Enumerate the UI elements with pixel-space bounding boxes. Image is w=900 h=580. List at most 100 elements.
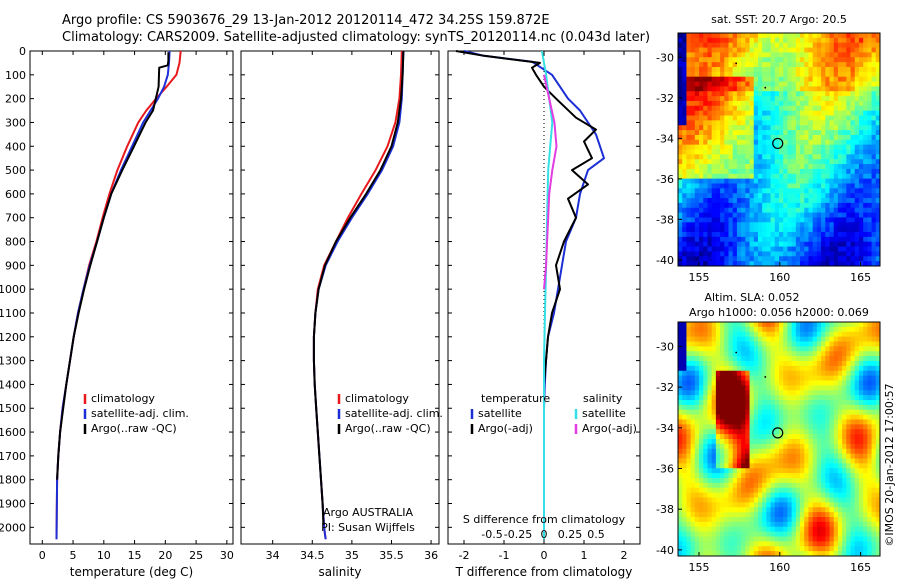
map-cell bbox=[800, 246, 805, 252]
map-cell bbox=[779, 478, 784, 484]
map-cell bbox=[699, 463, 704, 469]
map-cell bbox=[724, 512, 729, 518]
map-cell bbox=[757, 71, 763, 78]
map-cell bbox=[863, 458, 868, 464]
map-cell bbox=[821, 86, 826, 92]
map-cell bbox=[682, 419, 687, 425]
map-cell bbox=[871, 110, 877, 116]
map-cell bbox=[694, 409, 700, 416]
map-cell bbox=[686, 322, 692, 328]
map-cell bbox=[779, 458, 784, 464]
map-cell bbox=[732, 463, 738, 469]
map-cell bbox=[846, 227, 851, 233]
map-cell bbox=[863, 178, 868, 184]
map-cell bbox=[682, 546, 687, 552]
map-cell bbox=[694, 517, 700, 523]
map-cell bbox=[783, 468, 788, 474]
map-cell bbox=[720, 517, 725, 523]
map-cell bbox=[715, 395, 721, 401]
map-cell bbox=[707, 473, 713, 479]
map-cell bbox=[770, 356, 776, 362]
map-cell bbox=[850, 42, 856, 48]
map-cell bbox=[833, 375, 839, 381]
map-cell bbox=[694, 241, 700, 247]
map-cell bbox=[829, 86, 835, 92]
map-cell bbox=[829, 144, 835, 150]
map-cell bbox=[736, 96, 742, 102]
map-cell bbox=[694, 434, 700, 440]
map-cell bbox=[804, 57, 809, 63]
map-cell bbox=[728, 37, 734, 44]
map-cell bbox=[837, 463, 843, 469]
map-cell bbox=[875, 482, 881, 489]
map-cell bbox=[749, 110, 755, 116]
map-cell bbox=[762, 168, 767, 175]
map-cell bbox=[846, 62, 851, 68]
map-cell bbox=[745, 517, 750, 523]
map-cell bbox=[774, 507, 780, 513]
map-cell bbox=[842, 424, 847, 430]
map-cell bbox=[745, 52, 750, 58]
map-cell bbox=[686, 246, 692, 252]
map-cell bbox=[783, 144, 788, 150]
map-cell bbox=[749, 178, 755, 184]
map-cell bbox=[821, 232, 826, 238]
map-cell bbox=[741, 110, 746, 116]
map-cell bbox=[762, 439, 767, 445]
salinity-annotation-1: Argo AUSTRALIA bbox=[323, 506, 413, 519]
map-cell bbox=[837, 198, 843, 204]
map-cell bbox=[766, 115, 771, 121]
map-cell bbox=[741, 100, 746, 107]
map-cell bbox=[808, 120, 814, 126]
map-cell bbox=[694, 443, 700, 450]
map-cell bbox=[863, 222, 868, 228]
map-cell bbox=[753, 517, 759, 523]
map-cell bbox=[741, 193, 746, 199]
map-cell bbox=[703, 434, 708, 440]
map-cell bbox=[745, 473, 750, 479]
x-tick-label: -2 bbox=[459, 549, 470, 562]
map-cell bbox=[682, 458, 687, 464]
map-cell bbox=[715, 198, 721, 204]
map-cell bbox=[850, 365, 856, 372]
map-cell bbox=[762, 130, 767, 136]
map-cell bbox=[732, 241, 738, 247]
map-cell bbox=[875, 178, 881, 184]
map-cell bbox=[871, 536, 877, 542]
map-cell bbox=[791, 71, 797, 78]
map-cell bbox=[686, 502, 692, 508]
map-cell bbox=[821, 487, 826, 494]
map-cell bbox=[749, 159, 755, 165]
map-cell bbox=[711, 409, 717, 416]
map-cell bbox=[699, 159, 704, 165]
map-cell bbox=[728, 76, 734, 82]
map-cell bbox=[787, 473, 793, 479]
map-cell bbox=[720, 139, 725, 146]
map-cell bbox=[682, 507, 687, 513]
map-cell bbox=[703, 86, 708, 92]
map-cell bbox=[816, 331, 822, 338]
map-cell bbox=[711, 139, 717, 146]
map-cell bbox=[829, 81, 835, 87]
map-cell bbox=[854, 139, 860, 146]
map-cell bbox=[720, 261, 725, 267]
map-cell bbox=[703, 502, 708, 508]
map-cell bbox=[825, 261, 830, 267]
map-cell bbox=[699, 256, 704, 262]
map-cell bbox=[808, 217, 814, 223]
map-cell bbox=[858, 144, 864, 150]
map-cell bbox=[875, 361, 881, 367]
map-cell bbox=[842, 356, 847, 362]
map-cell bbox=[741, 326, 746, 333]
map-cell bbox=[736, 439, 742, 445]
map-cell bbox=[749, 251, 755, 257]
map-cell bbox=[766, 536, 771, 542]
map-cell bbox=[711, 256, 717, 262]
map-cell bbox=[800, 241, 805, 247]
map-cell bbox=[871, 62, 877, 68]
map-cell bbox=[787, 482, 793, 489]
map-cell bbox=[728, 212, 734, 218]
map-cell bbox=[690, 105, 696, 112]
map-cell bbox=[858, 212, 864, 218]
map-cell bbox=[858, 541, 864, 547]
